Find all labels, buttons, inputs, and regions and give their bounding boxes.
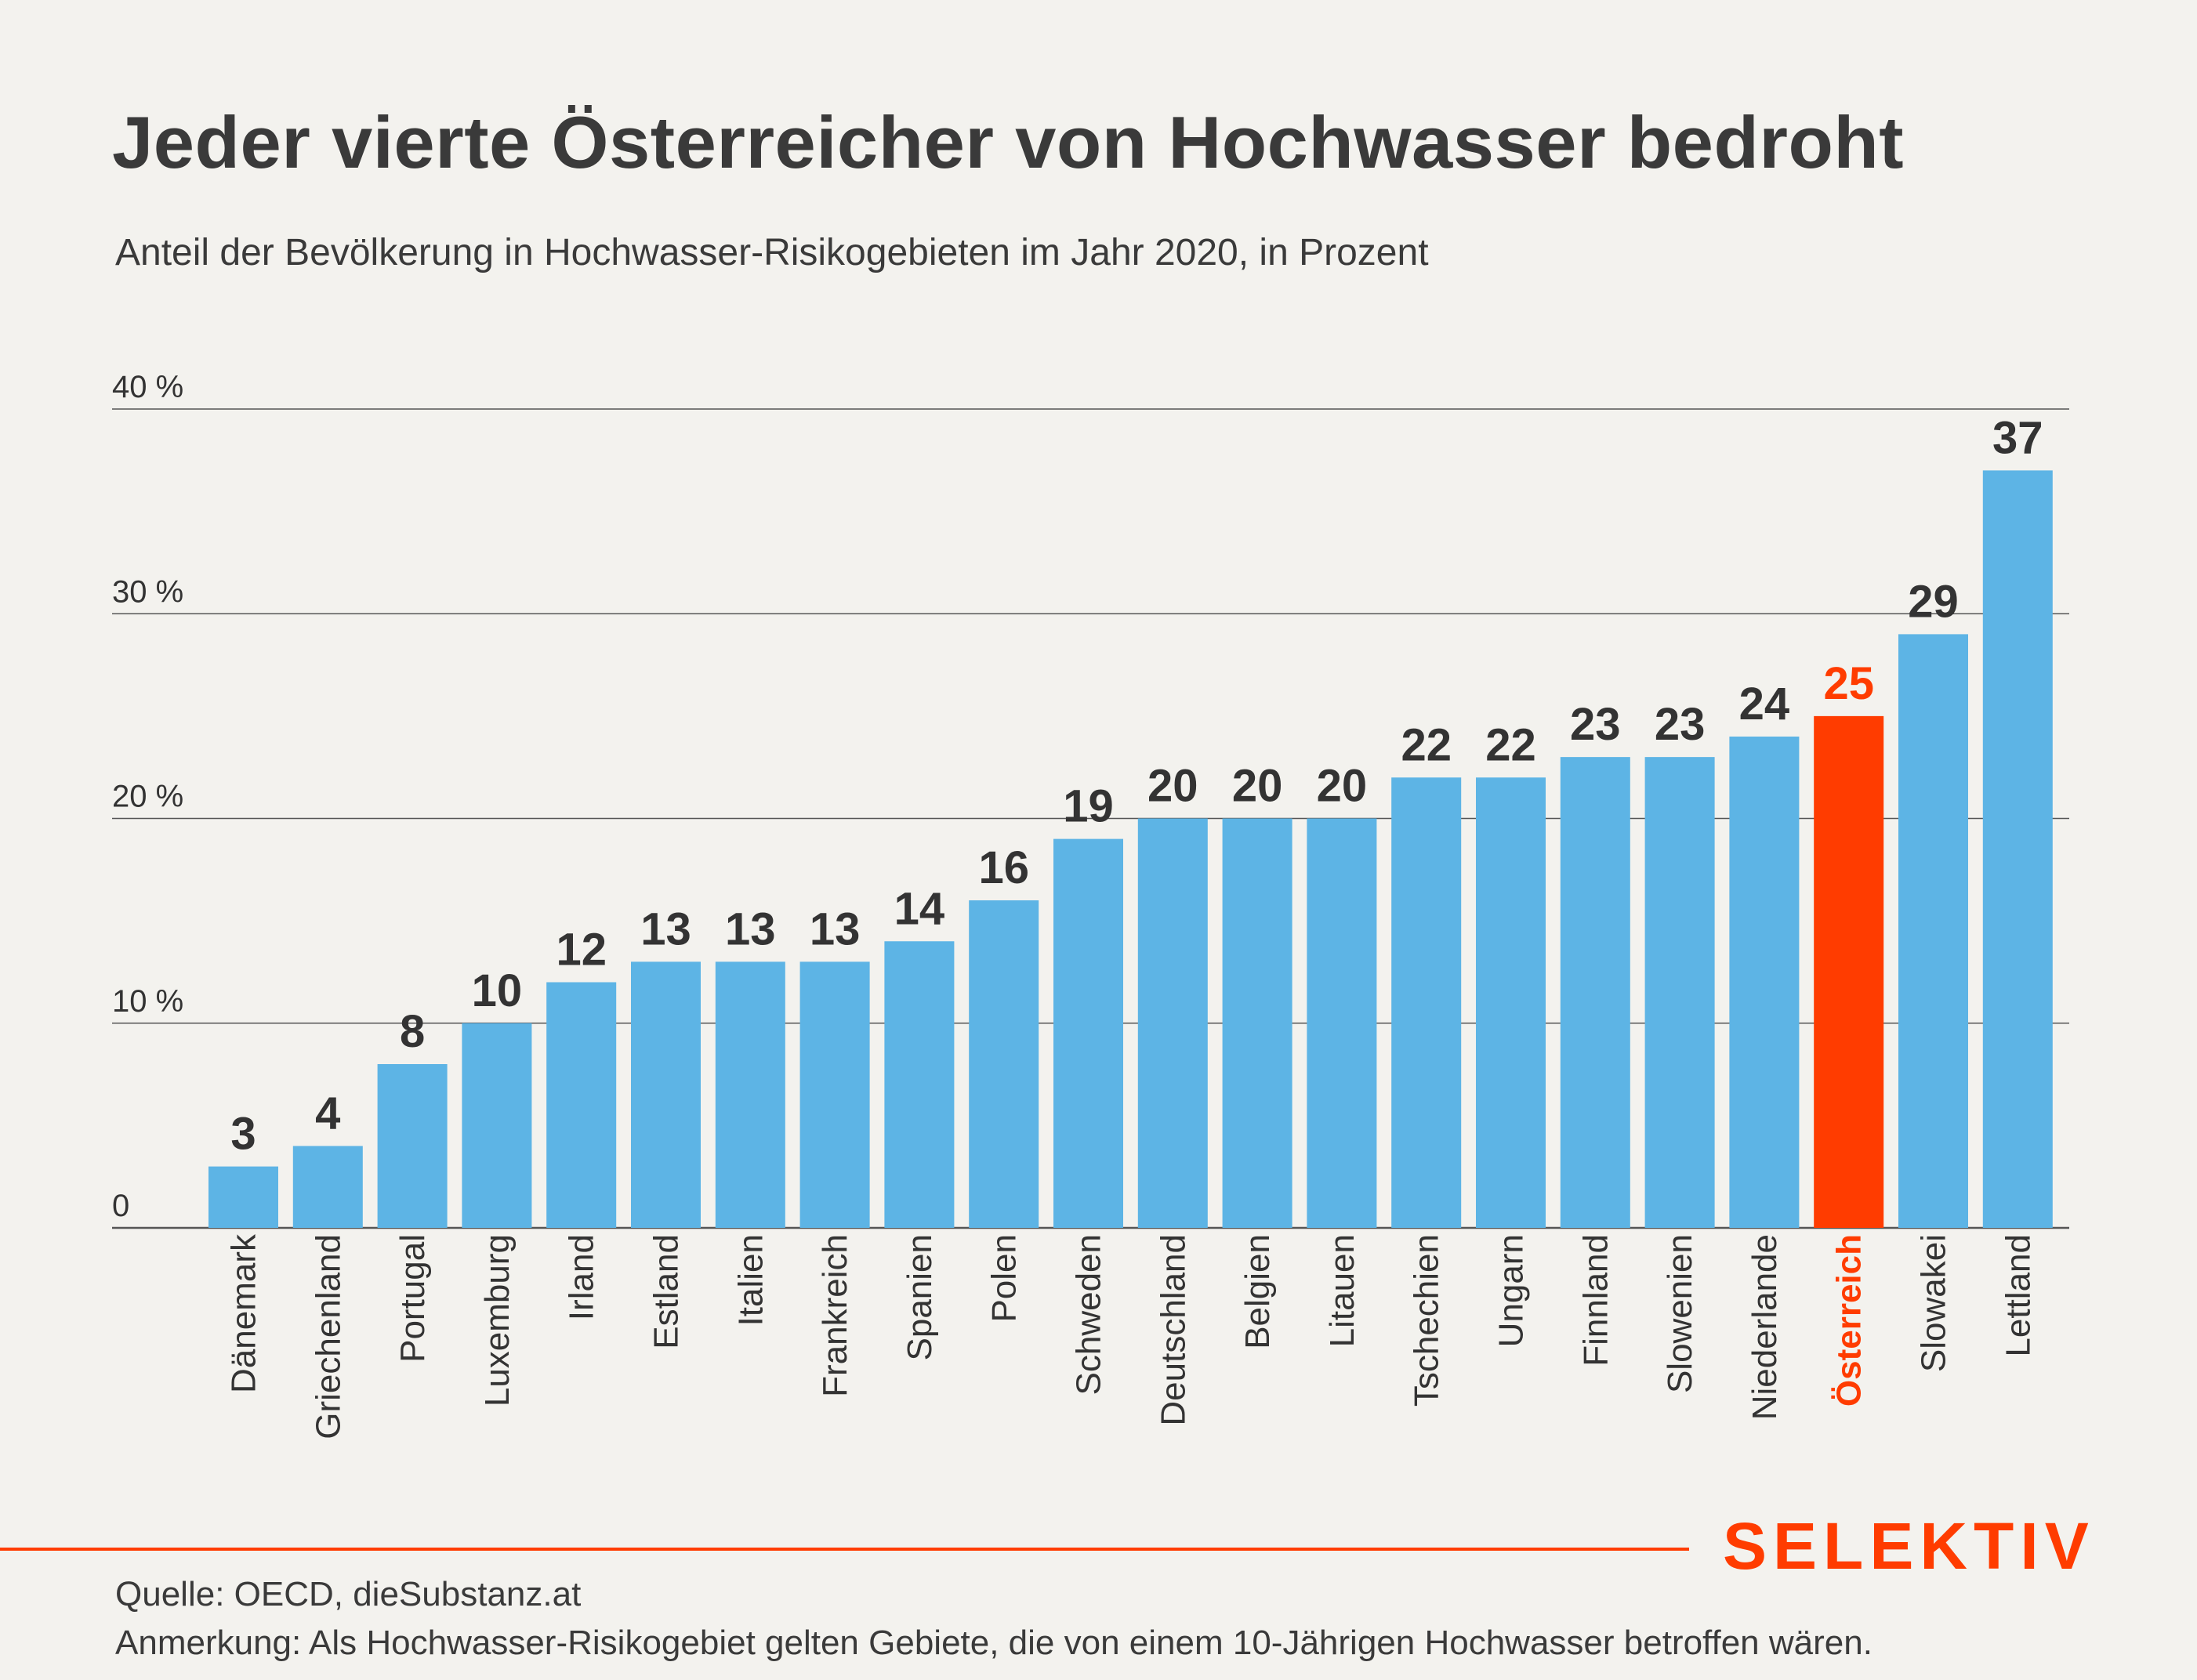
bar-value-label: 24 (1739, 679, 1790, 730)
bar-value-label: 8 (400, 1006, 425, 1057)
category-label: Lettland (1999, 1234, 2037, 1357)
bar (1476, 777, 1546, 1228)
bar (546, 982, 617, 1228)
category-label: Spanien (901, 1234, 939, 1360)
bar-value-label: 13 (640, 903, 691, 954)
category-label: Litauen (1323, 1234, 1361, 1347)
category-label: Griechenland (309, 1234, 347, 1439)
category-label: Italien (731, 1234, 770, 1326)
chart-title: Jeder vierte Österreicher von Hochwasser… (112, 101, 1905, 183)
category-label: Estland (647, 1234, 686, 1349)
bar (631, 961, 701, 1228)
data-labels: 3 4 8 10 12 13 13 13 14 16 19 20 20 20 22 22 23 23 24 25 29 3… (230, 412, 2043, 1159)
bar-value-label: 12 (556, 925, 607, 976)
bar (1644, 757, 1715, 1228)
category-label: Ungarn (1492, 1234, 1531, 1347)
bar (1982, 470, 2053, 1228)
bar-value-label: 23 (1570, 699, 1621, 750)
bar (1898, 634, 1968, 1228)
bar (1137, 818, 1208, 1228)
category-label: Slowakei (1915, 1234, 1953, 1372)
bar (377, 1064, 448, 1228)
bar-value-label: 16 (978, 842, 1029, 893)
bar-value-label: 13 (810, 903, 861, 954)
category-label: Frankreich (816, 1234, 854, 1397)
bar (1391, 777, 1462, 1228)
brand-divider (0, 1548, 1689, 1551)
category-label: Irland (563, 1234, 601, 1320)
bar (884, 941, 955, 1228)
bar (969, 900, 1039, 1228)
y-tick-label: 40 % (112, 370, 183, 404)
category-label: Polen (985, 1234, 1024, 1323)
category-labels: Dänemark Griechenland Portugal Luxemburg Irl… (225, 1233, 2038, 1439)
category-label: Slowenien (1661, 1234, 1699, 1393)
bar-value-label: 20 (1317, 761, 1368, 812)
bar (715, 961, 785, 1228)
y-tick-label: 20 % (112, 780, 183, 814)
bar (292, 1146, 363, 1228)
category-label: Österreich (1830, 1234, 1869, 1407)
category-label: Portugal (393, 1234, 432, 1363)
chart-subtitle: Anteil der Bevölkerung in Hochwasser-Ris… (115, 232, 1429, 273)
category-label: Deutschland (1154, 1234, 1192, 1426)
bar-value-label: 29 (1908, 576, 1959, 627)
bar-value-label: 4 (315, 1088, 340, 1139)
bar-value-label: 13 (725, 903, 776, 954)
bar-value-label: 20 (1232, 761, 1283, 812)
bar-value-label: 20 (1147, 761, 1198, 812)
bar (462, 1023, 532, 1228)
bar (1729, 737, 1800, 1228)
bar-value-label: 22 (1401, 719, 1452, 770)
y-tick-label: 30 % (112, 574, 183, 609)
category-label: Tschechien (1408, 1234, 1446, 1407)
category-label: Dänemark (225, 1233, 263, 1393)
category-label: Niederlande (1746, 1234, 1784, 1420)
bar-value-label: 22 (1485, 719, 1536, 770)
category-label: Finnland (1576, 1234, 1615, 1367)
footnote: Anmerkung: Als Hochwasser-Risikogebiet g… (115, 1624, 1873, 1662)
bar (208, 1166, 278, 1228)
bar (1053, 838, 1123, 1228)
bar (1307, 818, 1377, 1228)
bars (208, 470, 2053, 1228)
bar-value-label: 19 (1063, 781, 1114, 832)
bar-value-label: 14 (894, 883, 945, 934)
category-label: Luxemburg (478, 1234, 517, 1407)
bar-value-label: 23 (1655, 699, 1706, 750)
bar-value-label: 25 (1823, 658, 1874, 709)
y-tick-label: 10 % (112, 984, 183, 1019)
bar (1560, 757, 1630, 1228)
brand-logo: SELEKTIV (1723, 1509, 2095, 1583)
bar (1814, 715, 1884, 1228)
category-label: Belgien (1238, 1234, 1277, 1349)
source-note: Quelle: OECD, dieSubstanz.at (115, 1575, 582, 1613)
bar-value-label: 3 (230, 1109, 256, 1160)
bar-value-label: 10 (472, 965, 523, 1016)
bar (799, 961, 870, 1228)
bar (1222, 818, 1292, 1228)
bar-value-label: 37 (1992, 412, 2043, 463)
category-label: Schweden (1070, 1234, 1108, 1395)
y-tick-label: 0 (112, 1189, 129, 1223)
